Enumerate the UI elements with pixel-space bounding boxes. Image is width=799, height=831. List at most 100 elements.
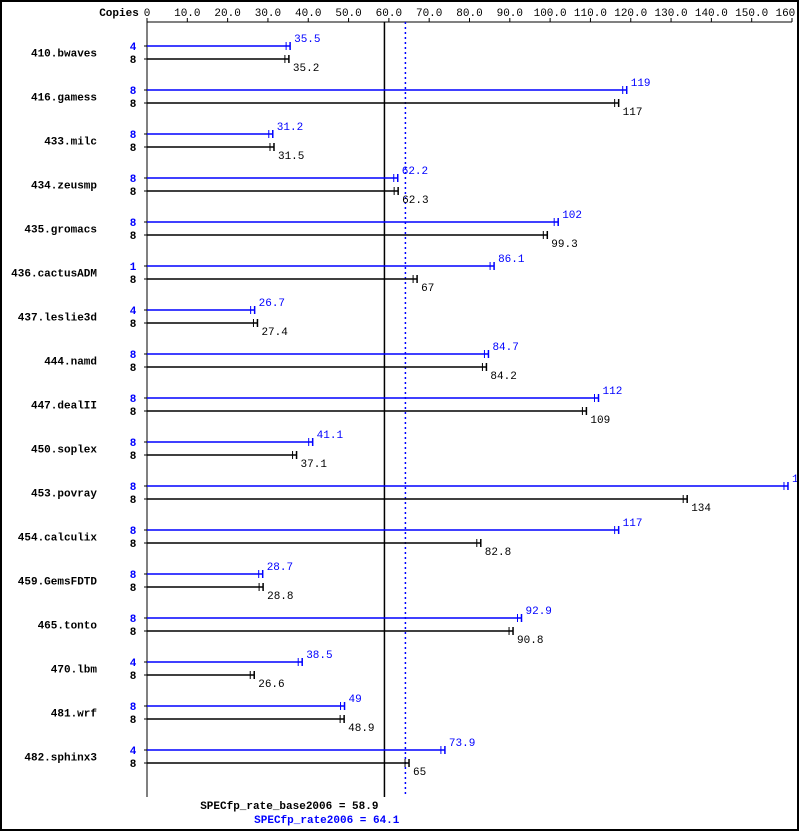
peak-value-label: 159 [792, 474, 797, 486]
peak-copies: 8 [130, 526, 137, 538]
benchmark-label: 434.zeusmp [31, 181, 97, 193]
peak-copies: 8 [130, 174, 137, 186]
x-tick-label: 150.0 [735, 8, 768, 20]
peak-copies: 8 [130, 702, 137, 714]
base-copies: 8 [130, 187, 137, 199]
base-copies: 8 [130, 759, 137, 771]
peak-copies: 8 [130, 130, 137, 142]
copies-header: Copies [99, 8, 139, 20]
peak-value-label: 41.1 [317, 430, 344, 442]
x-tick-label: 110.0 [574, 8, 607, 20]
peak-copies: 8 [130, 86, 137, 98]
benchmark-label: 410.bwaves [31, 49, 97, 61]
benchmark-label: 433.milc [44, 137, 97, 149]
base-copies: 8 [130, 407, 137, 419]
peak-copies: 8 [130, 394, 137, 406]
x-tick-label: 50.0 [335, 8, 361, 20]
peak-copies: 8 [130, 614, 137, 626]
peak-copies: 4 [130, 658, 137, 670]
peak-value-label: 35.5 [294, 34, 320, 46]
peak-value-label: 38.5 [306, 650, 332, 662]
base-value-label: 134 [691, 503, 711, 515]
benchmark-label: 447.dealII [31, 401, 97, 413]
x-tick-label: 90.0 [497, 8, 523, 20]
base-value-label: 82.8 [485, 547, 511, 559]
base-value-label: 84.2 [490, 371, 516, 383]
base-value-label: 67 [421, 283, 434, 295]
base-copies: 8 [130, 55, 137, 67]
base-value-label: 37.1 [301, 459, 328, 471]
benchmark-label: 459.GemsFDTD [18, 577, 98, 589]
benchmark-label: 435.gromacs [24, 225, 97, 237]
base-value-label: 27.4 [261, 327, 288, 339]
base-value-label: 109 [590, 415, 610, 427]
base-copies: 8 [130, 451, 137, 463]
peak-copies: 4 [130, 42, 137, 54]
x-tick-label: 30.0 [255, 8, 281, 20]
peak-copies: 4 [130, 306, 137, 318]
peak-value-label: 112 [603, 386, 623, 398]
benchmark-label: 444.namd [44, 357, 97, 369]
base-copies: 8 [130, 99, 137, 111]
peak-copies: 8 [130, 218, 137, 230]
x-tick-label: 0 [144, 8, 151, 20]
benchmark-label: 470.lbm [51, 665, 98, 677]
peak-value-label: 49 [349, 694, 362, 706]
base-copies: 8 [130, 715, 137, 727]
peak-copies: 1 [130, 262, 137, 274]
base-copies: 8 [130, 539, 137, 551]
peak-value-label: 73.9 [449, 738, 475, 750]
peak-value-label: 62.2 [402, 166, 428, 178]
base-value-label: 65 [413, 767, 426, 779]
base-value-label: 35.2 [293, 63, 319, 75]
peak-value-label: 28.7 [267, 562, 293, 574]
base-copies: 8 [130, 627, 137, 639]
benchmark-label: 416.gamess [31, 93, 97, 105]
benchmark-label: 436.cactusADM [11, 269, 97, 281]
peak-copies: 8 [130, 482, 137, 494]
peak-value-label: 84.7 [492, 342, 518, 354]
peak-copies: 4 [130, 746, 137, 758]
base-value-label: 48.9 [348, 723, 374, 735]
benchmark-label: 482.sphinx3 [24, 753, 97, 765]
x-tick-label: 10.0 [174, 8, 200, 20]
base-copies: 8 [130, 363, 137, 375]
benchmark-label: 454.calculix [18, 533, 98, 545]
peak-copies: 8 [130, 570, 137, 582]
benchmark-label: 437.leslie3d [18, 313, 97, 325]
base-value-label: 26.6 [258, 679, 284, 691]
footer-base-label: SPECfp_rate_base2006 = 58.9 [200, 801, 378, 813]
x-tick-label: 160.0 [775, 8, 797, 20]
x-tick-label: 100.0 [534, 8, 567, 20]
peak-value-label: 92.9 [526, 606, 552, 618]
base-copies: 8 [130, 671, 137, 683]
benchmark-label: 453.povray [31, 489, 97, 501]
base-value-label: 90.8 [517, 635, 543, 647]
x-tick-label: 80.0 [456, 8, 482, 20]
base-value-label: 31.5 [278, 151, 304, 163]
peak-value-label: 26.7 [259, 298, 285, 310]
base-copies: 8 [130, 231, 137, 243]
peak-value-label: 31.2 [277, 122, 303, 134]
x-tick-label: 20.0 [214, 8, 240, 20]
base-value-label: 99.3 [551, 239, 577, 251]
x-tick-label: 60.0 [376, 8, 402, 20]
peak-copies: 8 [130, 350, 137, 362]
spec-benchmark-chart: 0 10.0 20.0 30.0 40.0 50.0 60.0 70.0 80.0 90.0 100… [0, 0, 799, 831]
base-value-label: 117 [623, 107, 643, 119]
peak-copies: 8 [130, 438, 137, 450]
peak-value-label: 119 [631, 78, 651, 90]
peak-value-label: 102 [562, 210, 582, 222]
benchmark-label: 465.tonto [38, 621, 98, 633]
x-tick-label: 70.0 [416, 8, 442, 20]
base-copies: 8 [130, 583, 137, 595]
base-copies: 8 [130, 495, 137, 507]
peak-value-label: 117 [623, 518, 643, 530]
peak-value-label: 86.1 [498, 254, 525, 266]
benchmark-label: 481.wrf [51, 709, 98, 721]
base-value-label: 62.3 [402, 195, 428, 207]
benchmark-label: 450.soplex [31, 445, 97, 457]
base-copies: 8 [130, 275, 137, 287]
footer-peak-label: SPECfp_rate2006 = 64.1 [254, 815, 400, 827]
x-tick-label: 40.0 [295, 8, 321, 20]
